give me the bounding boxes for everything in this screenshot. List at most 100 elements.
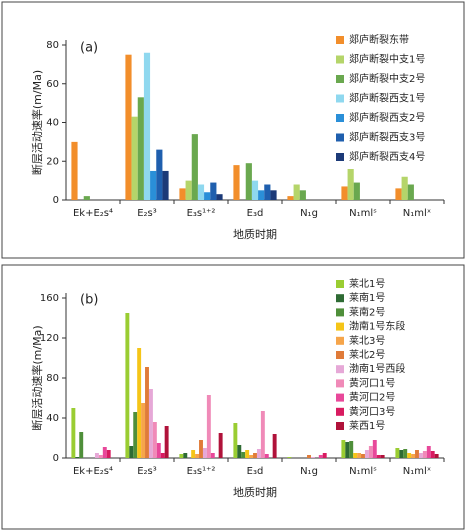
legend-swatch <box>336 36 344 44</box>
bar <box>131 116 138 200</box>
y-tick-label: 80 <box>46 40 59 51</box>
legend-swatch <box>336 280 344 288</box>
bar <box>106 450 111 458</box>
x-tick-label: Ek+E₂s⁴ <box>73 466 113 477</box>
bar <box>197 184 205 200</box>
bar <box>148 389 153 458</box>
bar <box>361 454 365 458</box>
legend-label: 郯庐断裂西支4号 <box>349 150 425 163</box>
x-tick-label: N₁mlˢ <box>349 208 377 219</box>
bar <box>347 169 354 200</box>
bar <box>195 454 200 458</box>
bar <box>264 184 271 200</box>
bar <box>137 97 144 200</box>
y-tick-label: 40 <box>46 118 59 129</box>
bar <box>79 432 84 458</box>
panel-frame <box>1 264 465 530</box>
bar <box>401 176 408 200</box>
bar <box>206 395 211 458</box>
x-axis-label: 地质时期 <box>233 486 277 499</box>
x-tick-label: E₃s¹⁺² <box>187 208 216 219</box>
legend-swatch <box>336 153 344 161</box>
legend-swatch <box>336 393 344 402</box>
bar <box>98 455 103 458</box>
legend-swatch <box>336 379 344 388</box>
bar <box>411 454 416 458</box>
legend-swatch <box>336 336 344 345</box>
legend-swatch <box>336 94 344 103</box>
bar <box>345 442 350 458</box>
bar <box>210 453 215 458</box>
bar <box>125 54 132 200</box>
legend-label: 郯庐断裂中支2号 <box>349 72 425 85</box>
bar <box>341 186 348 200</box>
legend-label: 郯庐断裂西支2号 <box>349 111 425 124</box>
x-tick-label: N₁g <box>300 208 318 219</box>
bar <box>270 190 277 200</box>
legend-swatch <box>336 55 344 64</box>
bar <box>164 426 169 458</box>
bar <box>133 412 138 458</box>
legend-label: 郯庐断裂中支1号 <box>349 53 425 66</box>
y-tick-label: 160 <box>40 293 59 304</box>
legend-label: 黄河口2号 <box>349 391 395 404</box>
bar <box>150 170 157 200</box>
bar <box>407 184 414 200</box>
legend-label: 莱西1号 <box>349 420 385 432</box>
y-tick-label: 80 <box>46 373 59 384</box>
bar <box>191 134 198 200</box>
bar <box>407 453 412 458</box>
bar <box>71 408 76 458</box>
bar <box>287 457 292 458</box>
bar <box>364 450 369 458</box>
bar <box>125 313 130 458</box>
bar <box>156 149 163 200</box>
bar <box>372 440 377 458</box>
legend-swatch <box>336 133 344 142</box>
y-tick-label: 0 <box>53 453 59 464</box>
bar <box>264 454 269 458</box>
bar <box>199 440 203 458</box>
bar <box>143 52 151 200</box>
bar <box>368 446 373 458</box>
legend-swatch <box>336 407 344 416</box>
bar <box>318 455 323 458</box>
bar <box>357 453 362 458</box>
bar <box>349 441 354 458</box>
y-tick-label: 0 <box>53 195 59 206</box>
bar <box>376 455 381 458</box>
legend-swatch <box>336 308 344 317</box>
bar <box>237 445 242 458</box>
legend-swatch <box>336 322 344 331</box>
bar <box>216 194 223 200</box>
bar <box>253 453 257 458</box>
legend-swatch <box>336 114 344 122</box>
y-axis-label: 断层活动速率(m/Ma) <box>30 325 44 430</box>
bar <box>272 434 277 458</box>
bar <box>353 182 360 200</box>
bar <box>395 448 400 458</box>
bar <box>310 457 315 458</box>
bar <box>152 422 157 458</box>
bar <box>395 188 402 200</box>
legend-swatch <box>336 75 344 83</box>
bar <box>422 451 427 458</box>
legend-label: 郯庐断裂西支3号 <box>349 131 425 144</box>
bar <box>260 411 265 458</box>
bar <box>258 190 265 200</box>
bar <box>162 170 169 200</box>
bar <box>137 348 142 458</box>
legend-label: 莱南2号 <box>349 305 385 318</box>
bar <box>102 447 107 458</box>
bar <box>430 451 435 458</box>
bar <box>245 163 252 200</box>
legend-swatch <box>336 422 344 430</box>
bar <box>341 440 346 458</box>
bar <box>251 180 259 200</box>
bar <box>307 455 311 458</box>
bar <box>233 165 240 200</box>
panel-label: (b) <box>80 293 98 308</box>
x-axis-label: 地质时期 <box>233 228 277 241</box>
bar <box>233 423 238 458</box>
bar <box>191 450 196 458</box>
